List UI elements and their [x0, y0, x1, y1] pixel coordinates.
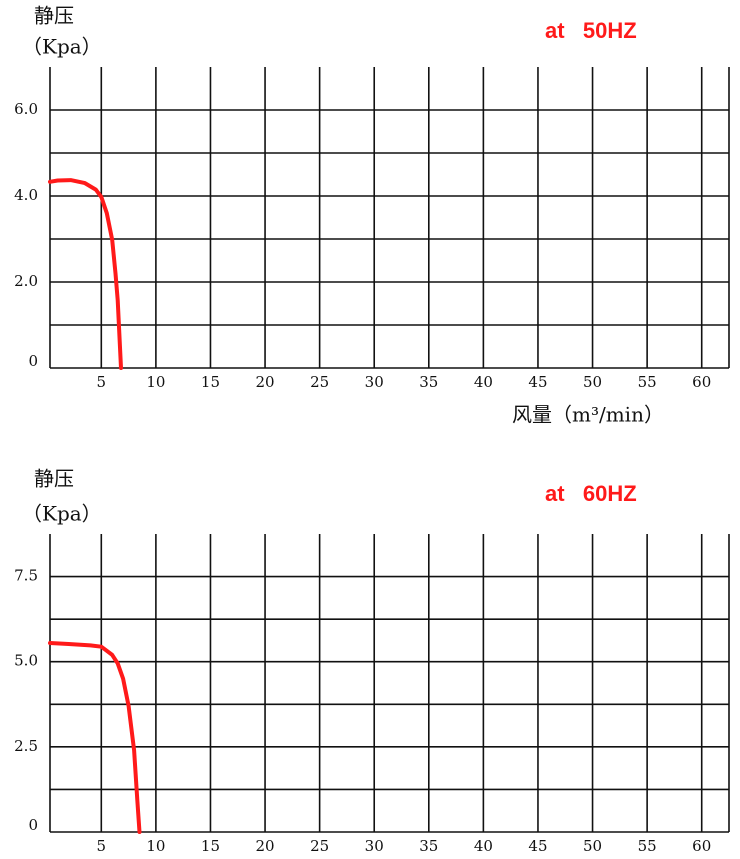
y-tick-label: 5.0 [14, 652, 38, 670]
y-tick-label: 0 [28, 816, 38, 834]
x-tick-label: 25 [310, 837, 329, 855]
chart-title: at 60HZ [545, 481, 637, 506]
x-tick-label: 10 [146, 373, 165, 391]
y-tick-label: 2.0 [14, 272, 38, 290]
y-tick-label: 6.0 [14, 100, 38, 118]
x-tick-label: 50 [583, 373, 602, 391]
x-tick-label: 30 [365, 837, 384, 855]
y-tick-label: 7.5 [14, 567, 38, 585]
x-tick-label: 15 [201, 373, 220, 391]
x-tick-label: 55 [638, 373, 657, 391]
y-tick-label: 0 [28, 352, 38, 370]
curve [48, 641, 142, 834]
x-tick-label: 60 [692, 373, 711, 391]
x-tick-label: 35 [419, 373, 438, 391]
y-axis-label: （Kpa） [22, 502, 102, 526]
x-tick-label: 30 [365, 373, 384, 391]
x-tick-label: 50 [583, 837, 602, 855]
x-tick-label: 40 [474, 837, 493, 855]
x-tick-label: 45 [528, 837, 547, 855]
y-axis-label: 静压 [34, 467, 74, 491]
y-axis-label: 静压 [34, 4, 74, 28]
x-tick-label: 45 [528, 373, 547, 391]
y-tick-label: 4.0 [14, 186, 38, 204]
chart-title: at 50HZ [545, 18, 637, 43]
y-tick-label: 2.5 [14, 737, 38, 755]
x-tick-label: 10 [146, 837, 165, 855]
x-tick-label: 20 [256, 837, 275, 855]
y-axis-label: （Kpa） [22, 35, 102, 59]
x-tick-label: 40 [474, 373, 493, 391]
x-tick-label: 5 [97, 837, 107, 855]
x-tick-label: 15 [201, 837, 220, 855]
x-tick-label: 60 [692, 837, 711, 855]
curve [48, 178, 123, 370]
x-tick-label: 55 [638, 837, 657, 855]
x-tick-label: 5 [97, 373, 107, 391]
x-axis-label: 风量（m³/min） [512, 403, 664, 427]
x-tick-label: 35 [419, 837, 438, 855]
x-tick-label: 25 [310, 373, 329, 391]
x-tick-label: 20 [256, 373, 275, 391]
